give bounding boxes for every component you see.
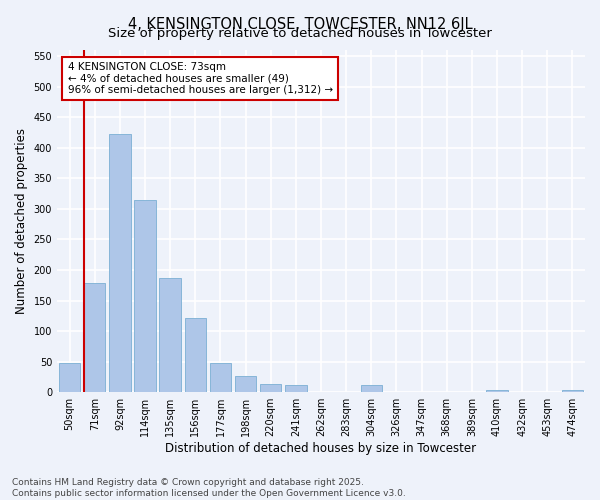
Bar: [160, 278, 181, 392]
Bar: [361, 386, 382, 392]
Bar: [260, 384, 281, 392]
Text: 4, KENSINGTON CLOSE, TOWCESTER, NN12 6JL: 4, KENSINGTON CLOSE, TOWCESTER, NN12 6JL: [128, 18, 472, 32]
Bar: [235, 376, 256, 392]
Text: 4 KENSINGTON CLOSE: 73sqm
← 4% of detached houses are smaller (49)
96% of semi-d: 4 KENSINGTON CLOSE: 73sqm ← 4% of detach…: [68, 62, 333, 95]
Bar: [487, 390, 508, 392]
Bar: [285, 386, 307, 392]
Text: Size of property relative to detached houses in Towcester: Size of property relative to detached ho…: [108, 28, 492, 40]
X-axis label: Distribution of detached houses by size in Towcester: Distribution of detached houses by size …: [166, 442, 476, 455]
Bar: [562, 390, 583, 392]
Bar: [84, 284, 106, 392]
Text: Contains HM Land Registry data © Crown copyright and database right 2025.
Contai: Contains HM Land Registry data © Crown c…: [12, 478, 406, 498]
Bar: [134, 200, 156, 392]
Y-axis label: Number of detached properties: Number of detached properties: [15, 128, 28, 314]
Bar: [210, 364, 231, 392]
Bar: [109, 134, 131, 392]
Bar: [59, 364, 80, 392]
Bar: [185, 318, 206, 392]
